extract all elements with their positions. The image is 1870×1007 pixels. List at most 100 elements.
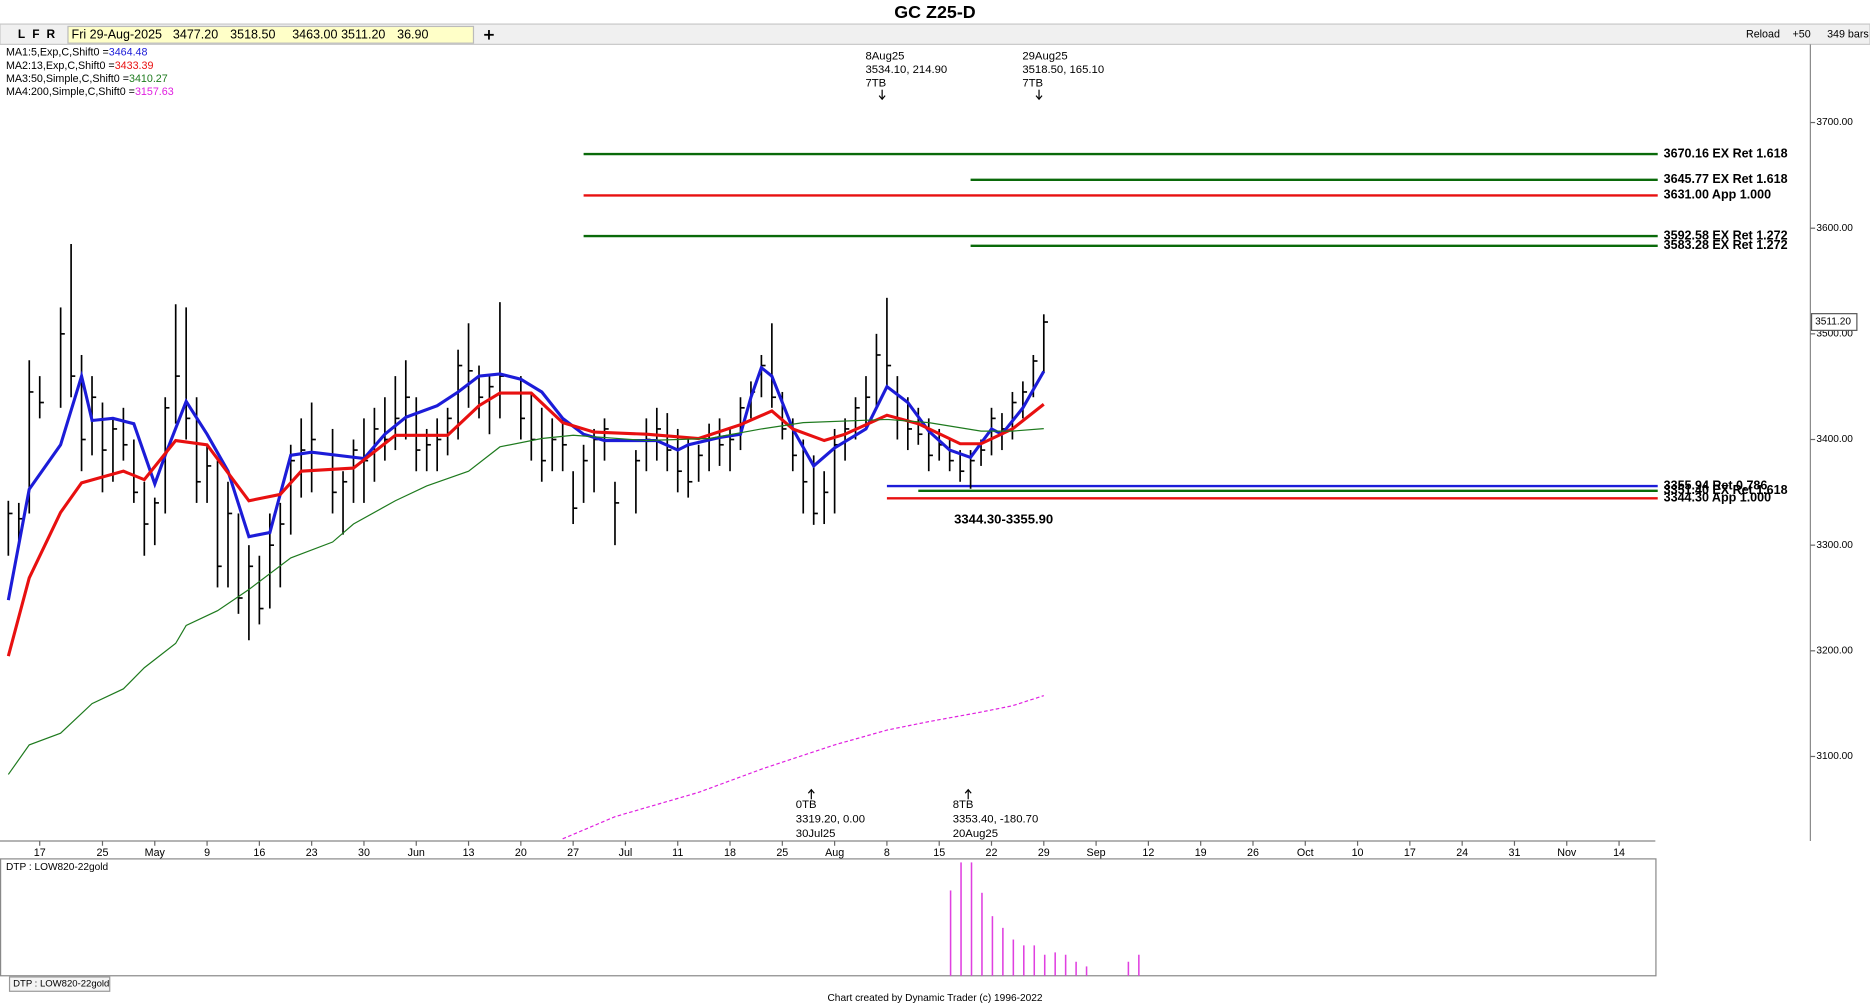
- x-tick-label: 18: [724, 847, 736, 859]
- legend-name: MA4:200,Simple,C,Shift0 =: [6, 86, 135, 98]
- level-label: 3592.58 EX Ret 1.272: [1664, 228, 1788, 242]
- x-tick-label: 24: [1456, 847, 1468, 859]
- quote-value: 3463.00: [292, 28, 337, 42]
- annotation-text: 3319.20, 0.00: [796, 814, 865, 826]
- quote-field: [67, 25, 475, 44]
- annotation-arrowhead: [878, 95, 886, 101]
- toolbar-button[interactable]: F: [32, 27, 39, 41]
- y-tick-label: 3400.00: [1816, 434, 1853, 445]
- indicator-pane: [0, 858, 1657, 977]
- toolbar-right[interactable]: Reload: [1746, 29, 1780, 41]
- x-tick-label: 15: [933, 847, 945, 859]
- annotation-arrowhead: [1035, 95, 1043, 101]
- level-label: 3631.00 App 1.000: [1664, 188, 1771, 202]
- x-tick-label: Jul: [619, 847, 633, 859]
- x-tick-label: 9: [204, 847, 210, 859]
- x-tick-label: Aug: [825, 847, 844, 859]
- legend-name: MA3:50,Simple,C,Shift0 =: [6, 73, 129, 85]
- x-tick-label: May: [145, 847, 166, 859]
- x-tick-label: 22: [986, 847, 998, 859]
- legend-entry: MA1:5,Exp,C,Shift0 =3464.48: [6, 47, 148, 59]
- y-tick-label: 3300.00: [1816, 540, 1853, 551]
- legend-entry: MA3:50,Simple,C,Shift0 =3410.27: [6, 73, 168, 85]
- x-tick-label: Nov: [1557, 847, 1577, 859]
- level-label: 3583.28 EX Ret 1.272: [1664, 238, 1788, 252]
- y-tick-label: 3600.00: [1816, 223, 1853, 234]
- moving-average: [6, 391, 1045, 657]
- annotation-arrowhead: [964, 788, 972, 794]
- annotation-text: 8TB: [953, 799, 974, 811]
- x-tick-label: 27: [567, 847, 579, 859]
- indicator-tab[interactable]: [8, 976, 111, 992]
- level-label: 3355.94 Ret 0.786: [1664, 478, 1768, 492]
- quote-value: 3518.50: [230, 28, 275, 42]
- y-tick-label: 3100.00: [1816, 751, 1853, 762]
- annotation-text: 3518.50, 165.10: [1022, 64, 1104, 76]
- toolbar-right: 349 bars: [1827, 29, 1869, 41]
- x-tick-label: Jun: [408, 847, 425, 859]
- x-tick-label: 10: [1352, 847, 1364, 859]
- x-tick-label: 26: [1247, 847, 1259, 859]
- legend-value: 3410.27: [129, 73, 168, 85]
- annotation-arrowhead: [807, 788, 815, 794]
- indicator-label: DTP : LOW820-22gold: [6, 862, 108, 873]
- x-tick-label: 31: [1508, 847, 1520, 859]
- legend-value: 3157.63: [135, 86, 174, 98]
- toolbar-button[interactable]: R: [47, 27, 56, 41]
- annotation-text: 7TB: [865, 78, 886, 90]
- legend-value: 3433.39: [115, 60, 154, 72]
- toolbar-button[interactable]: L: [18, 27, 25, 41]
- indicator-tab-label[interactable]: DTP : LOW820-22gold: [13, 979, 109, 990]
- add-button[interactable]: [484, 30, 494, 40]
- annotation-text: 29Aug25: [1022, 50, 1067, 62]
- y-tick-label: 3700.00: [1816, 117, 1853, 128]
- annotation-text: 20Aug25: [953, 828, 998, 840]
- level-label: 3645.77 EX Ret 1.618: [1664, 172, 1788, 186]
- quote-value: 3511.20: [341, 28, 385, 42]
- quote-value: Fri 29-Aug-2025: [72, 28, 162, 42]
- quote-value: 36.90: [397, 28, 428, 42]
- x-tick-label: 17: [34, 847, 46, 859]
- legend-name: MA2:13,Exp,C,Shift0 =: [6, 60, 115, 72]
- annotation-text: 3353.40, -180.70: [953, 814, 1039, 826]
- last-price-box: [1810, 313, 1858, 331]
- toolbar-right: +50: [1792, 29, 1810, 41]
- x-tick-label: 14: [1613, 847, 1625, 859]
- annotation-text: 3534.10, 214.90: [865, 64, 947, 76]
- x-tick-label: 29: [1038, 847, 1050, 859]
- x-tick-label: 13: [463, 847, 475, 859]
- legend-entry: MA2:13,Exp,C,Shift0 =3433.39: [6, 60, 154, 72]
- zone-label: 3344.30-3355.90: [954, 512, 1053, 527]
- chart-title: GC Z25-D: [894, 2, 976, 22]
- last-price-label: 3511.20: [1815, 317, 1851, 328]
- x-tick-label: 30: [358, 847, 370, 859]
- x-tick-label: 25: [776, 847, 788, 859]
- annotation-text: 0TB: [796, 799, 817, 811]
- y-tick-label: 3200.00: [1816, 645, 1853, 656]
- legend-name: MA1:5,Exp,C,Shift0 =: [6, 47, 109, 59]
- x-tick-label: 17: [1404, 847, 1416, 859]
- x-tick-label: 12: [1142, 847, 1154, 859]
- annotation-text: 30Jul25: [796, 828, 836, 840]
- y-tick-label: 3500.00: [1816, 329, 1853, 340]
- x-tick-label: 19: [1195, 847, 1207, 859]
- moving-average: [7, 418, 1044, 775]
- x-tick-label: 11: [672, 847, 683, 859]
- level-label: 3344.30 App 1.000: [1664, 491, 1771, 505]
- level-label: 3351.40 EX Ret 1.618: [1664, 483, 1788, 497]
- annotation-text: 8Aug25: [865, 50, 904, 62]
- quote-value: 3477.20: [173, 28, 218, 42]
- x-tick-label: 16: [253, 847, 265, 859]
- legend-value: 3464.48: [109, 47, 148, 59]
- x-tick-label: 8: [884, 847, 890, 859]
- x-tick-label: Oct: [1297, 847, 1314, 859]
- legend-entry: MA4:200,Simple,C,Shift0 =3157.63: [6, 86, 174, 98]
- moving-average: [562, 695, 1044, 840]
- x-tick-label: Sep: [1087, 847, 1106, 859]
- x-tick-label: 25: [97, 847, 109, 859]
- x-tick-label: 20: [515, 847, 527, 859]
- footer: Chart created by Dynamic Trader (c) 1996…: [828, 993, 1043, 1004]
